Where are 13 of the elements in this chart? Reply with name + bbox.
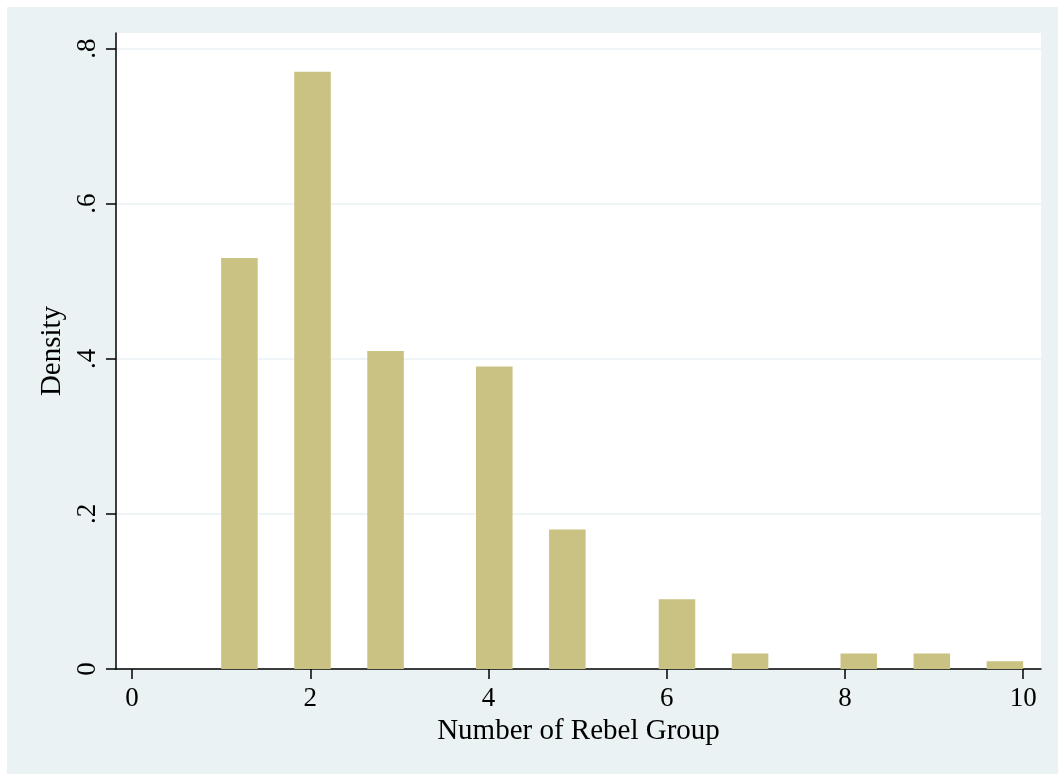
y-tick-label: .4 <box>70 348 101 369</box>
x-tick-label: 6 <box>659 681 674 712</box>
y-tick-label: .8 <box>70 38 101 59</box>
y-tick-label: .6 <box>70 193 101 214</box>
y-tick-label: 0 <box>70 662 101 676</box>
y-tick-label: .2 <box>70 503 101 524</box>
x-axis-title: Number of Rebel Group <box>437 713 720 746</box>
x-tick-label: 8 <box>838 681 852 712</box>
x-tick-label: 4 <box>481 681 496 712</box>
x-tick-label: 0 <box>125 681 139 712</box>
x-tick-label: 10 <box>1009 681 1037 712</box>
y-axis-title: Density <box>33 305 66 397</box>
x-tick-label: 2 <box>303 681 318 712</box>
